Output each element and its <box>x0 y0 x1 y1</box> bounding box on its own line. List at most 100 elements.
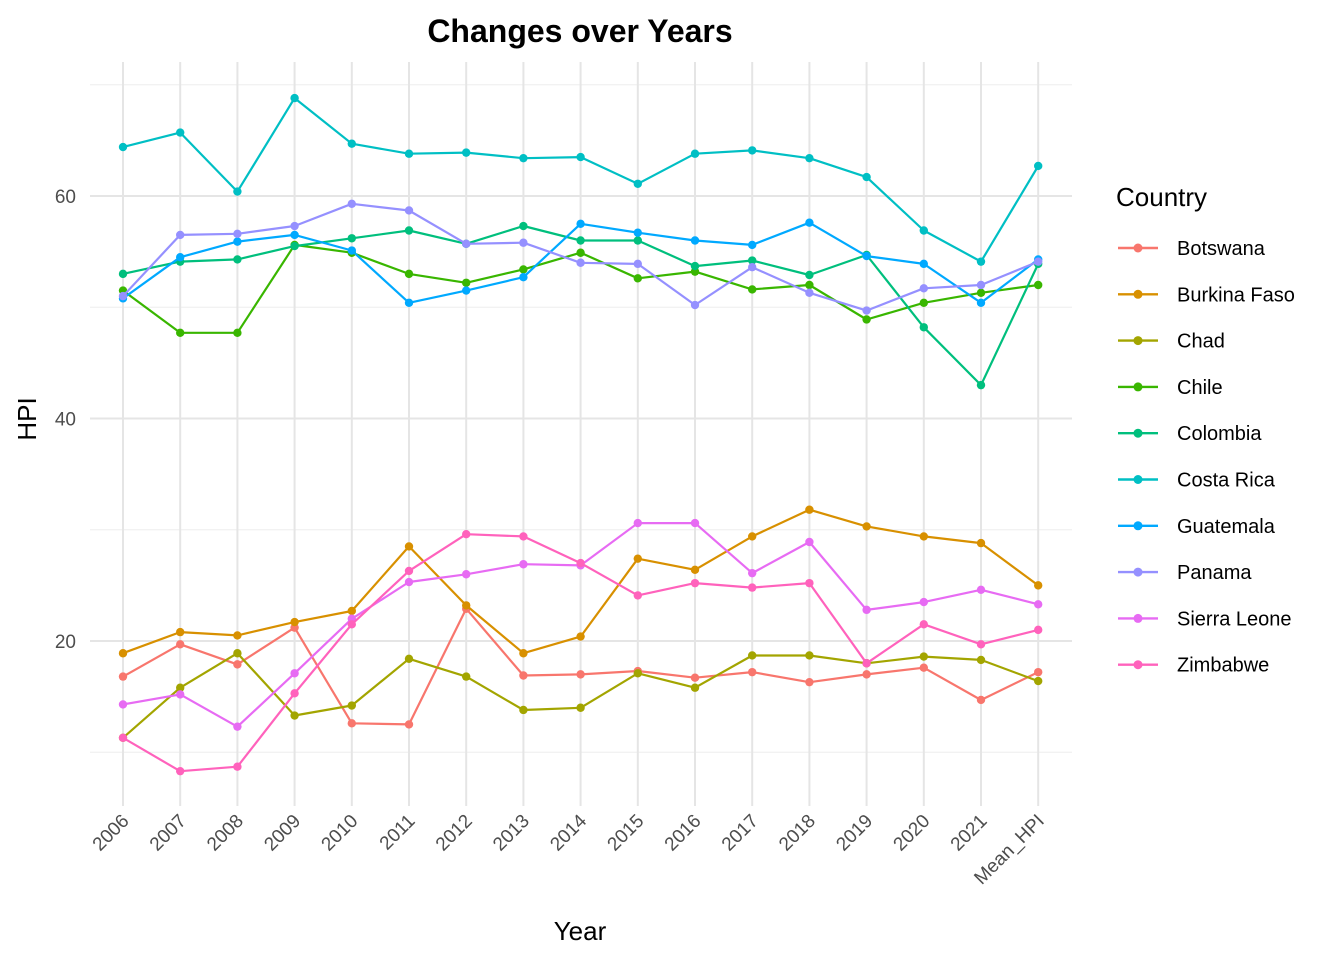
data-point <box>919 620 928 629</box>
series-panama <box>118 199 1043 315</box>
data-point <box>233 762 242 771</box>
data-point <box>233 722 242 731</box>
data-point <box>805 537 814 547</box>
data-point <box>404 206 414 215</box>
data-point <box>1034 280 1043 290</box>
data-point <box>176 230 185 240</box>
legend-label: Costa Rica <box>1177 470 1276 492</box>
data-point <box>519 649 528 658</box>
legend-label: Sierra Leone <box>1177 608 1292 630</box>
series-burkina-faso <box>118 505 1043 658</box>
data-point <box>1034 676 1043 686</box>
data-point <box>404 566 414 576</box>
legend-key-point <box>1133 243 1143 253</box>
x-tick-label: 2012 <box>432 811 477 856</box>
data-point <box>919 259 928 269</box>
data-point <box>290 711 299 720</box>
legend-item-burkina-faso: Burkina Faso <box>1118 284 1295 306</box>
series-costa-rica <box>118 93 1043 266</box>
legend-items: Botswana Burkina Faso Chad Chile Colombia Cos… <box>1118 238 1295 677</box>
data-point <box>118 672 128 681</box>
data-point <box>690 578 700 588</box>
x-tick-label: 2008 <box>203 811 248 856</box>
data-point <box>462 672 471 681</box>
data-point <box>233 187 242 196</box>
legend-label: Chile <box>1177 377 1223 399</box>
data-point <box>862 659 871 668</box>
data-point <box>118 700 128 709</box>
data-point <box>347 139 356 148</box>
data-point <box>1034 161 1043 171</box>
data-point <box>118 733 128 742</box>
data-point <box>233 255 242 264</box>
data-point <box>748 263 757 272</box>
data-point <box>176 766 185 776</box>
data-point <box>748 583 757 592</box>
data-point <box>919 597 928 607</box>
data-point <box>576 703 585 712</box>
data-point <box>748 285 757 294</box>
data-point <box>576 670 585 679</box>
legend-label: Guatemala <box>1177 516 1276 538</box>
legend-label: Botswana <box>1177 238 1266 260</box>
data-point <box>404 298 414 307</box>
data-point <box>805 505 814 514</box>
data-point <box>519 705 528 715</box>
y-tick-label: 60 <box>55 187 76 208</box>
x-tick-label: 2010 <box>318 811 363 856</box>
data-point <box>118 269 128 279</box>
data-point <box>805 651 814 660</box>
data-point <box>862 315 871 324</box>
data-point <box>633 236 642 245</box>
legend-key-point <box>1133 660 1143 670</box>
legend-item-panama: Panama <box>1118 562 1252 584</box>
data-point <box>462 278 471 287</box>
x-tick-label: 2009 <box>260 811 305 856</box>
x-tick-label: 2014 <box>546 810 591 855</box>
x-tick-label: 2006 <box>89 811 134 856</box>
data-point <box>976 298 986 307</box>
data-point <box>1034 625 1043 635</box>
data-point <box>576 258 585 267</box>
data-point <box>462 148 471 157</box>
data-point <box>748 256 757 265</box>
legend-key-point <box>1133 567 1143 577</box>
data-point <box>976 538 986 548</box>
data-point <box>805 288 814 297</box>
data-point <box>633 274 642 283</box>
data-point <box>176 683 185 692</box>
data-point <box>576 558 585 568</box>
data-point <box>690 673 700 682</box>
data-point <box>118 291 128 301</box>
legend-item-zimbabwe: Zimbabwe <box>1118 655 1269 677</box>
data-point <box>176 128 185 137</box>
data-point <box>347 246 356 255</box>
data-point <box>976 288 986 297</box>
data-point <box>690 149 700 158</box>
legend-label: Panama <box>1177 562 1252 584</box>
legend-item-botswana: Botswana <box>1118 238 1266 260</box>
legend-key-point <box>1133 336 1143 346</box>
legend-key-point <box>1133 521 1143 531</box>
series-guatemala <box>118 218 1043 307</box>
data-point <box>576 236 585 245</box>
chart-title: Changes over Years <box>427 13 732 49</box>
data-point <box>347 234 356 243</box>
data-point <box>462 570 471 579</box>
data-point <box>519 238 528 247</box>
y-axis-title: HPI <box>12 397 42 440</box>
legend-key-point <box>1133 382 1143 392</box>
legend-key-point <box>1133 289 1143 299</box>
x-tick-label: 2019 <box>832 811 877 856</box>
series-zimbabwe <box>118 530 1043 776</box>
data-point <box>462 286 471 295</box>
x-tick-label: 2011 <box>376 811 420 855</box>
data-point <box>919 298 928 307</box>
data-point <box>233 237 242 246</box>
data-point <box>233 660 242 669</box>
data-point <box>1034 257 1043 266</box>
data-point <box>347 620 356 629</box>
data-point <box>919 663 928 672</box>
data-point <box>519 273 528 282</box>
